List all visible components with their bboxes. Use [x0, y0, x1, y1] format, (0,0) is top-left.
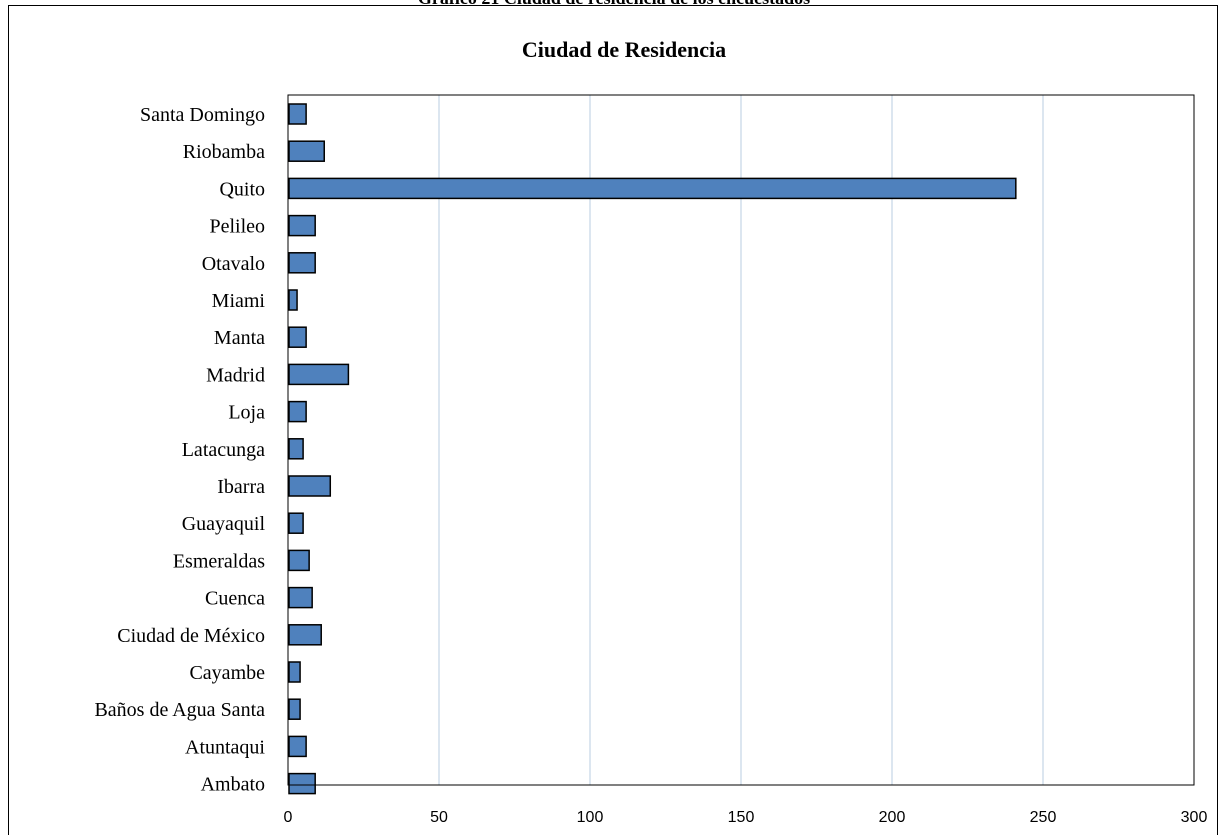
category-label: Manta [214, 327, 265, 349]
category-label: Quito [219, 178, 265, 200]
category-label: Baños de Agua Santa [94, 699, 265, 721]
bar [288, 289, 298, 311]
bar [288, 586, 313, 609]
x-tick-label: 250 [1030, 809, 1057, 826]
bar [288, 698, 301, 720]
bar [288, 438, 304, 460]
category-label: Madrid [206, 364, 265, 386]
category-label: Ambato [201, 774, 265, 796]
chart-frame [8, 5, 1218, 835]
grid-lines [438, 95, 1044, 785]
bar [288, 475, 332, 497]
chart-title: Ciudad de Residencia [522, 37, 726, 62]
x-tick-label: 50 [430, 809, 448, 826]
category-label: Santa Domingo [140, 104, 265, 126]
bar [288, 214, 316, 237]
category-label: Atuntaqui [185, 736, 265, 758]
bar [288, 512, 304, 534]
category-label: Otavalo [202, 253, 265, 275]
category-label: Miami [212, 290, 266, 312]
category-label: Ciudad de México [117, 625, 265, 647]
bar [288, 140, 325, 162]
category-label: Guayaquil [182, 513, 266, 535]
bar [288, 624, 322, 646]
figure-caption: Gráfico 21 Ciudad de residencia de los e… [0, 0, 1228, 9]
x-tick-label: 150 [728, 809, 755, 826]
bar [288, 326, 307, 348]
category-label: Riobamba [183, 141, 265, 163]
category-label: Esmeraldas [173, 550, 265, 572]
plot-area-border [287, 94, 1195, 786]
bar [288, 252, 316, 274]
bars [288, 103, 1017, 795]
category-label: Pelileo [209, 216, 265, 238]
bar [288, 400, 307, 423]
category-label: Loja [228, 402, 265, 424]
bar [288, 772, 316, 795]
bar [288, 549, 310, 572]
category-label: Cuenca [205, 588, 265, 610]
x-tick-labels: 0 50 100 150 200 250 300 [284, 809, 1208, 826]
x-tick-label: 300 [1181, 809, 1208, 826]
bar [288, 103, 307, 125]
bar [288, 735, 307, 758]
category-label: Ibarra [217, 476, 265, 498]
bar [288, 363, 350, 386]
x-tick-label: 200 [879, 809, 906, 826]
category-label: Latacunga [182, 439, 265, 461]
x-tick-label: 0 [284, 809, 293, 826]
category-labels: Santa Domingo Riobamba Quito Pelileo Otavalo… [94, 104, 265, 796]
bar [288, 177, 1017, 200]
category-label: Cayambe [189, 662, 265, 684]
x-tick-label: 100 [577, 809, 604, 826]
bar [288, 661, 301, 683]
